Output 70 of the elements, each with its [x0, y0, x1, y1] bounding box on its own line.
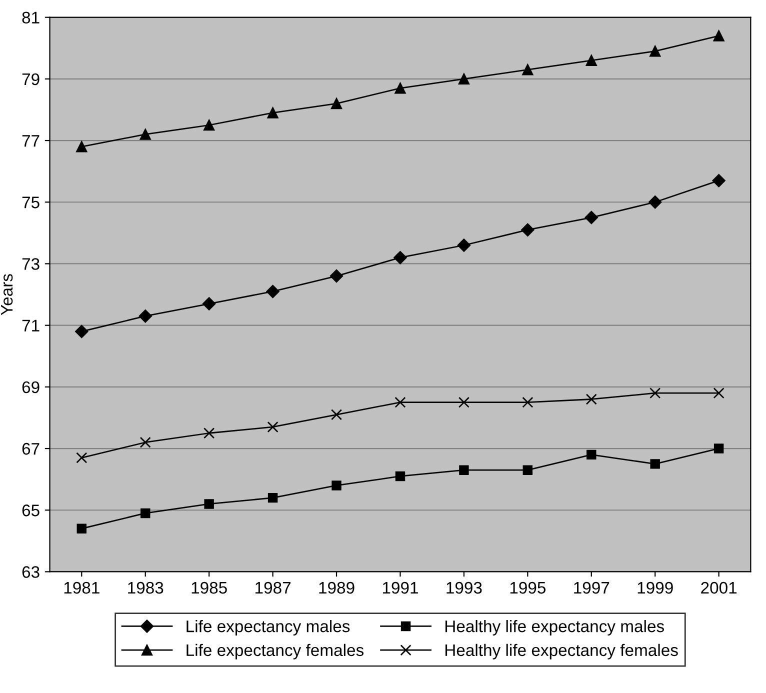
point [650, 388, 661, 399]
y-tick-label: 75 [22, 196, 40, 208]
point [330, 269, 344, 283]
y-tick-label: 73 [22, 258, 40, 270]
point [268, 492, 278, 503]
x-tick-label: 1981 [64, 582, 100, 594]
point [522, 465, 533, 475]
point [76, 524, 87, 534]
point [204, 428, 215, 439]
point [394, 82, 406, 94]
x-tick-label: 1983 [128, 582, 164, 594]
point [330, 409, 342, 420]
y-tick-label: 65 [22, 504, 40, 516]
x-tick-label: 1993 [446, 582, 482, 594]
x-tick-label: 1997 [574, 582, 610, 594]
point [330, 98, 342, 110]
x-tick-label: 2001 [701, 582, 737, 594]
point [140, 128, 151, 140]
y-tick-label: 69 [22, 381, 40, 394]
x-tick-label: 1995 [510, 582, 546, 594]
point [394, 396, 406, 408]
point [75, 324, 88, 338]
point [267, 421, 278, 433]
point [586, 394, 597, 405]
y-tick-label: 77 [22, 135, 40, 147]
x-tick-label: 1989 [319, 582, 354, 594]
legend-label: Life expectancy females [186, 644, 364, 660]
point [457, 238, 471, 252]
point [650, 459, 660, 469]
point [395, 471, 406, 482]
point [76, 141, 88, 152]
y-axis-title: Years [1, 274, 13, 316]
point [522, 396, 534, 408]
point [458, 396, 470, 408]
point [714, 444, 724, 454]
x-tick-label: 1991 [382, 582, 418, 594]
point [459, 465, 469, 475]
point [138, 309, 152, 323]
y-tick-label: 71 [22, 320, 40, 332]
point [204, 499, 214, 509]
point [140, 436, 151, 448]
point [458, 73, 470, 84]
y-tick-label: 81 [22, 12, 40, 24]
legend-label: Life expectancy males [186, 620, 350, 636]
point [267, 107, 278, 118]
point [650, 46, 661, 57]
point [521, 223, 534, 236]
legend-label: Healthy life expectancy males [445, 620, 664, 636]
point [712, 174, 726, 188]
y-tick-label: 79 [22, 73, 40, 86]
x-tick-label: 1985 [192, 582, 227, 594]
point [332, 480, 342, 490]
point [204, 120, 215, 131]
point [266, 284, 280, 298]
y-tick-label: 63 [22, 566, 40, 578]
point [202, 297, 216, 310]
point [584, 210, 598, 224]
point [648, 196, 662, 209]
point [713, 30, 724, 42]
x-tick-label: 1999 [638, 582, 673, 594]
point [522, 64, 534, 76]
legend-label: Healthy life expectancy females [445, 644, 678, 660]
y-tick-label: 67 [22, 442, 40, 455]
point [713, 388, 724, 399]
point [140, 508, 150, 518]
point [586, 450, 596, 460]
point [394, 250, 407, 264]
point [76, 452, 88, 464]
point [586, 54, 597, 66]
x-tick-label: 1987 [256, 582, 291, 594]
